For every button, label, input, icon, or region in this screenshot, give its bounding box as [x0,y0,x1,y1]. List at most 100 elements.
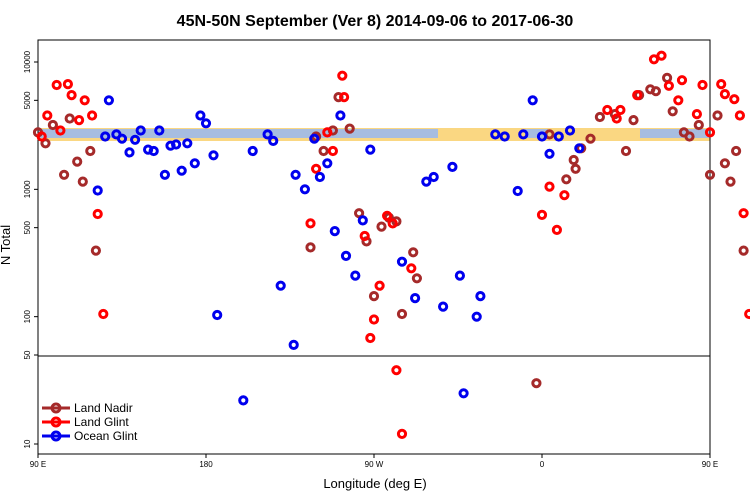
point-land-glint [396,428,408,439]
band-ocean-1 [178,129,438,138]
legend-label-land-nadir: Land Nadir [74,401,133,415]
point-ocean-glint [200,118,212,129]
point-ocean-glint [447,161,458,172]
point-land-nadir [738,245,749,256]
point-land-glint [602,104,613,116]
y-axis-label: N Total [0,225,13,265]
point-ocean-glint [92,185,103,196]
point-land-glint [42,110,53,121]
point-ocean-glint [564,125,576,136]
point-ocean-glint [527,95,538,106]
point-ocean-glint [314,171,325,183]
x-tick-label: 0 [540,460,545,469]
point-land-glint [734,110,746,121]
point-ocean-glint [410,293,421,304]
point-land-glint [406,263,417,274]
point-ocean-glint [421,176,432,187]
point-ocean-glint [340,250,352,261]
point-ocean-glint [428,171,439,183]
point-land-nadir [411,273,422,284]
point-ocean-glint [288,339,299,350]
point-land-nadir [712,110,723,121]
point-land-glint [322,127,333,138]
point-land-nadir [305,242,316,253]
y-tick-label: 50 [23,350,32,359]
x-tick-label: 90 W [365,460,384,469]
point-ocean-glint [275,280,286,291]
point-land-glint [559,190,570,201]
point-ocean-glint [247,145,258,157]
point-land-glint [544,181,555,192]
point-ocean-glint [299,184,310,195]
point-land-nadir [333,92,344,103]
point-land-glint [66,90,77,101]
point-land-glint [648,54,660,65]
point-land-nadir [64,113,75,124]
y-tick-label: 1000 [23,180,32,198]
point-land-nadir [731,145,742,157]
point-ocean-glint [189,158,200,169]
point-ocean-glint [238,395,249,406]
point-land-nadir [650,86,662,97]
point-land-glint [339,92,350,103]
point-ocean-glint [130,134,141,145]
point-land-nadir [354,208,365,219]
point-land-glint [359,230,370,242]
point-land-nadir [628,115,639,126]
point-land-glint [697,79,708,91]
point-land-nadir [620,145,632,157]
point-land-glint [536,209,548,220]
point-ocean-glint [148,145,159,157]
point-ocean-glint [553,131,564,142]
point-land-nadir [85,145,96,157]
point-ocean-glint [329,226,340,237]
band-ocean-2 [525,129,548,138]
chart-title: 45N-50N September (Ver 8) 2014-09-06 to … [177,13,574,30]
point-land-glint [98,308,109,320]
point-land-nadir [59,169,70,180]
point-ocean-glint [171,139,182,150]
legend-label-land-glint: Land Glint [74,415,129,429]
point-land-glint [615,104,626,116]
point-ocean-glint [574,143,585,154]
band-ocean-3 [640,129,710,138]
point-land-glint [611,113,622,124]
point-ocean-glint [544,148,555,159]
y-tick-label: 5000 [23,91,32,109]
point-land-nadir [585,133,596,144]
point-ocean-glint [471,311,482,322]
point-land-glint [311,163,322,174]
point-land-glint [673,95,684,106]
point-ocean-glint [135,125,146,136]
point-ocean-glint [438,301,449,312]
point-land-nadir [408,247,419,258]
point-land-glint [719,89,731,100]
point-land-glint [368,314,380,325]
point-ocean-glint [268,135,279,146]
point-ocean-glint [357,215,368,226]
point-land-nadir [561,174,572,185]
legend-marker-ocean-glint [50,430,62,442]
point-ocean-glint [182,138,193,149]
point-land-nadir [368,291,380,302]
point-ocean-glint [536,131,548,142]
coverage-bands [38,128,710,141]
point-land-glint [365,332,376,344]
point-land-nadir [693,119,704,131]
point-ocean-glint [100,131,111,142]
point-land-glint [691,109,703,120]
legend-marker-land-nadir [50,402,62,414]
point-ocean-glint [154,125,165,136]
point-land-glint [74,115,85,126]
point-land-nadir [344,123,355,134]
point-land-nadir [77,176,88,187]
point-land-glint [55,125,66,136]
point-ocean-glint [475,291,486,302]
point-land-glint [327,145,338,157]
point-land-nadir [568,154,579,166]
point-land-nadir [90,245,102,256]
point-ocean-glint [309,133,320,144]
point-land-glint [744,308,750,320]
